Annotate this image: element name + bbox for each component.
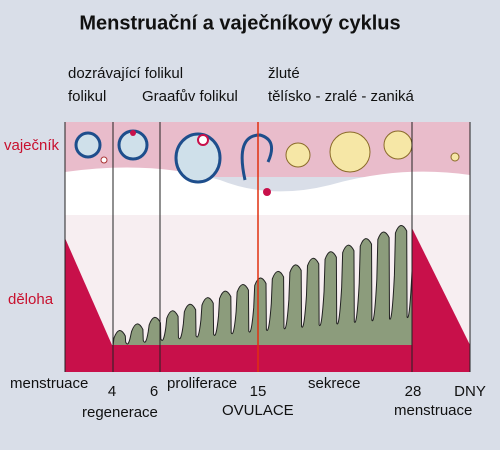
oocyte: [100, 156, 108, 164]
ruptured-follicle: [240, 133, 274, 181]
day-lines: [64, 122, 471, 372]
label: folikul: [68, 88, 106, 105]
day: 6: [150, 383, 158, 400]
uterus-base: [65, 345, 470, 372]
label: dozrávající folikul: [68, 65, 183, 82]
side-label: děloha: [8, 291, 54, 308]
released-oocyte: [263, 188, 271, 196]
label: sekrece: [308, 375, 361, 392]
oocyte: [197, 134, 209, 146]
day: 28: [405, 383, 422, 400]
label: žluté: [268, 65, 300, 82]
day: 4: [108, 383, 116, 400]
label: menstruace: [10, 375, 88, 392]
endometrium: [112, 225, 413, 347]
side-label: vaječník: [4, 137, 60, 154]
oocyte: [130, 130, 136, 136]
label: Graafův folikul: [142, 88, 238, 105]
label: regenerace: [82, 404, 158, 421]
day: DNY: [454, 383, 486, 400]
title: Menstruační a vaječníkový cyklus: [79, 12, 400, 34]
label: menstruace: [394, 402, 472, 419]
label: OVULACE: [222, 402, 294, 419]
day: 15: [250, 383, 267, 400]
endometrium-folds: [112, 225, 413, 347]
label: proliferace: [167, 375, 237, 392]
follicle: [74, 131, 102, 159]
label: tělísko - zralé - zaniká: [268, 88, 415, 105]
corpus-luteum: [285, 130, 460, 173]
graafian-follicle: [174, 132, 222, 184]
menstruation-right: [412, 228, 470, 345]
menstruation-left: [65, 238, 112, 345]
